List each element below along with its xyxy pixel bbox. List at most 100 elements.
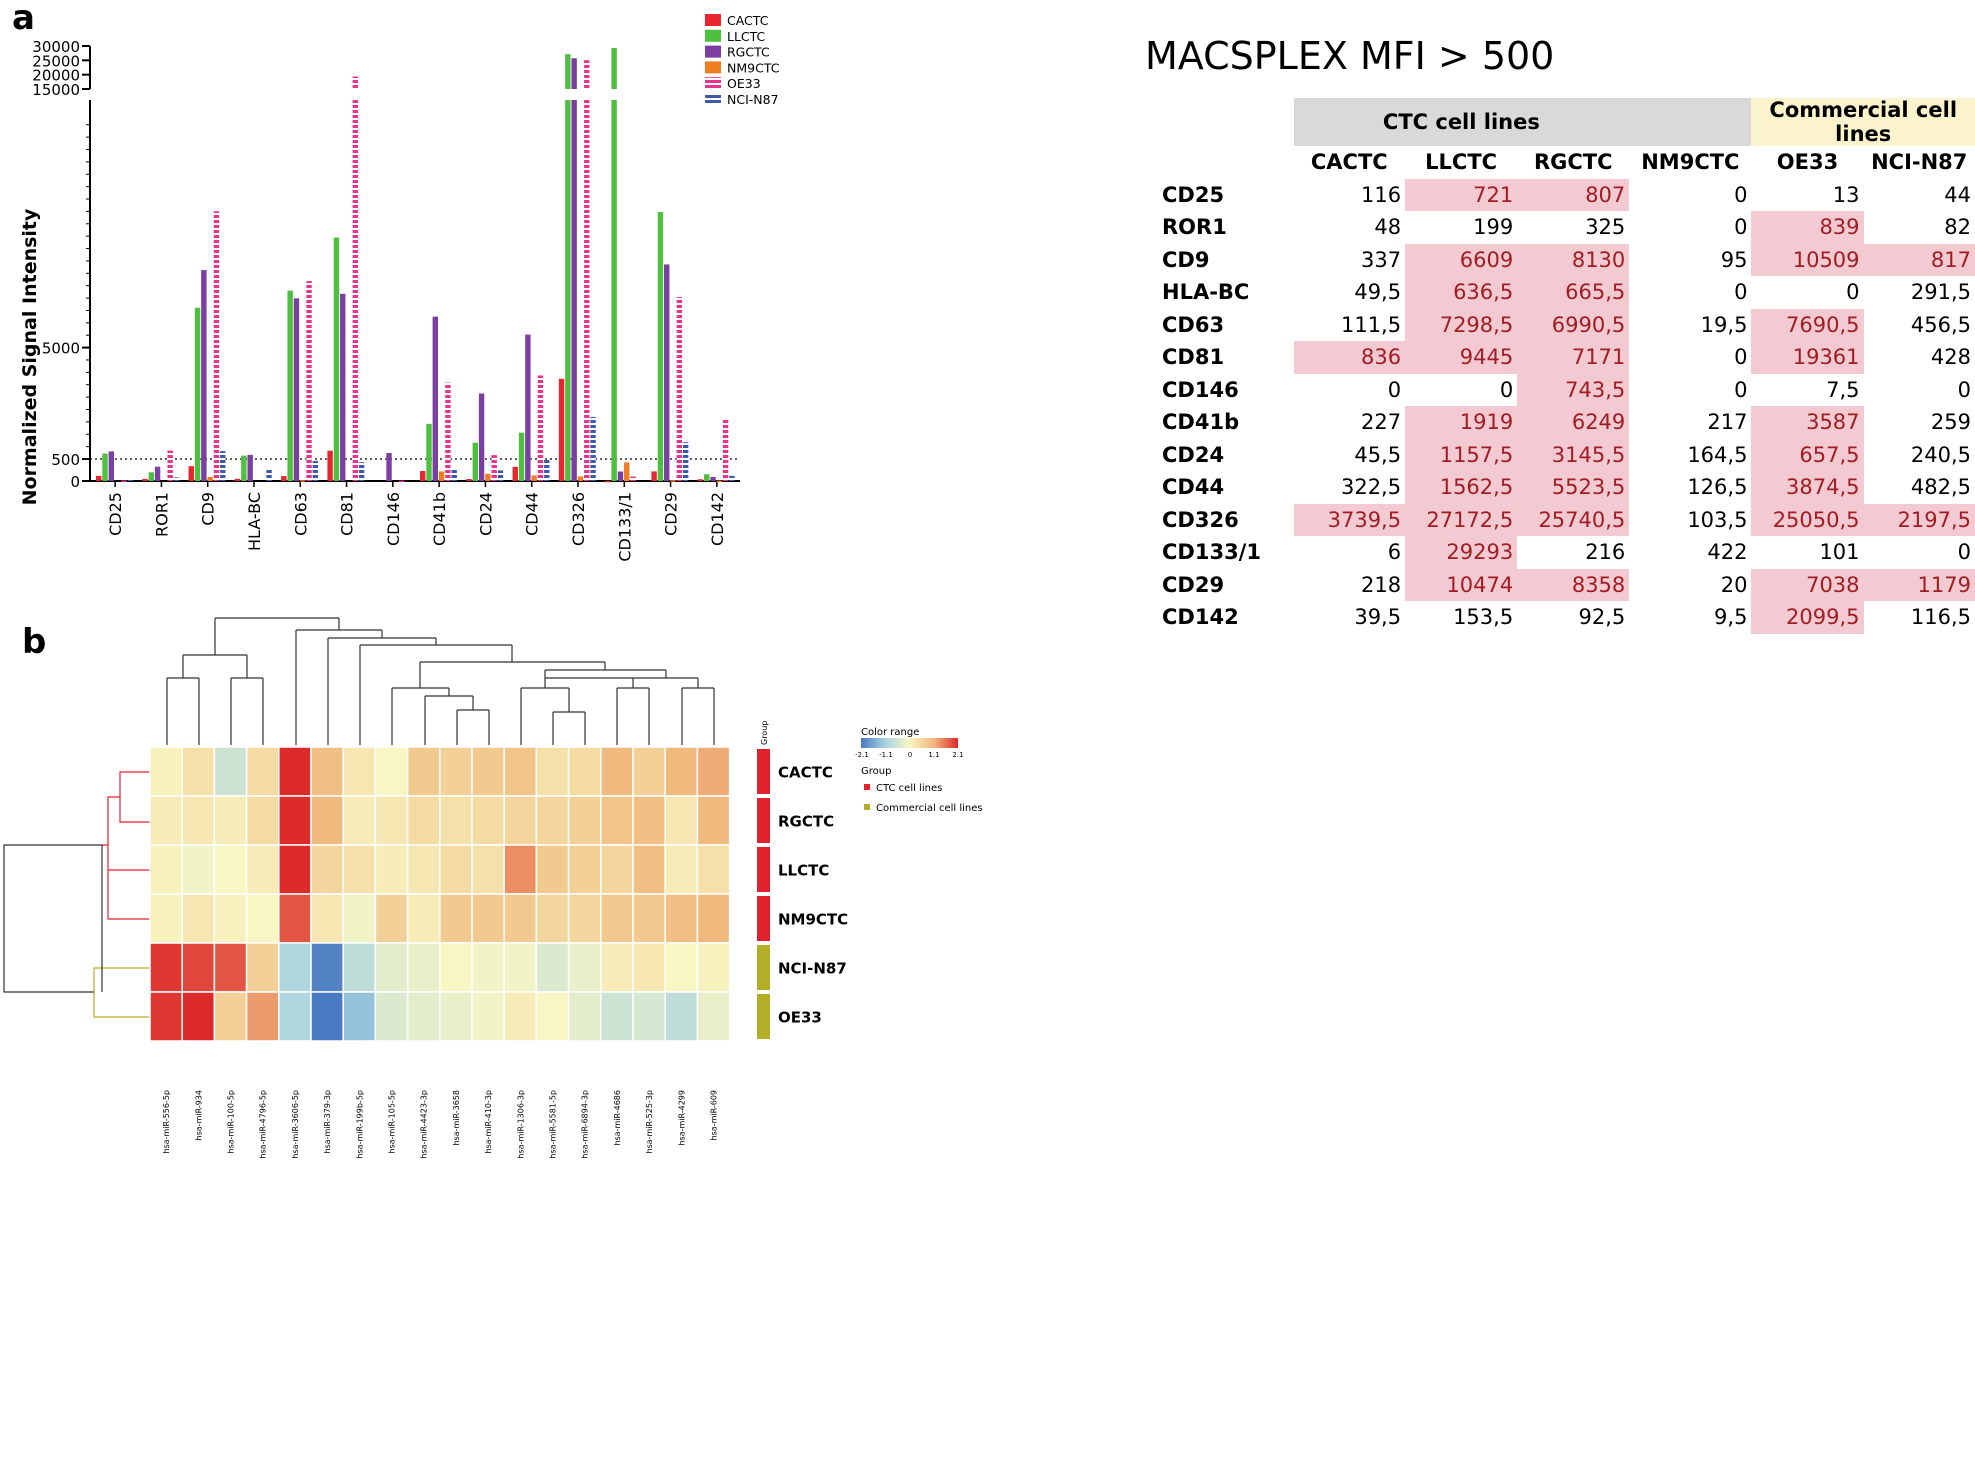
table-group-row: CTC cell lines Commercial cell lines bbox=[1150, 98, 1975, 146]
heat-cell-CACTC-hsa-miR-199b-5p bbox=[342, 746, 377, 797]
table-cell: 839 bbox=[1751, 211, 1864, 244]
y-tick-label: 0 bbox=[70, 473, 80, 491]
bar-OE33-ROR1 bbox=[167, 450, 173, 481]
table-cell: 0 bbox=[1734, 345, 1748, 370]
heat-cell-NCI-N87-hsa-miR-379-3p bbox=[310, 942, 344, 993]
table-cell: 25740,5 bbox=[1517, 503, 1630, 536]
bar-NM9CTC-CD326 bbox=[577, 476, 584, 481]
heat-cell-RGCTC-hsa-miR-525-3p bbox=[632, 795, 666, 846]
heat-cell-RGCTC-hsa-miR-556-5p bbox=[149, 795, 183, 846]
y-tick-label: 30000 bbox=[32, 38, 80, 56]
table-cell: 6249 bbox=[1517, 406, 1630, 439]
bar-NM9CTC-CD9 bbox=[207, 476, 213, 481]
bar-NCI-N87-ROR1 bbox=[173, 477, 180, 481]
heat-cell-CACTC-hsa-miR-3606-5p bbox=[278, 746, 312, 797]
heat-cell-NM9CTC-hsa-miR-5581-5p bbox=[535, 893, 570, 944]
table-cell: 0 bbox=[1734, 215, 1748, 240]
bar-upper-RGCTC-CD326 bbox=[571, 58, 577, 89]
heat-cell-NCI-N87-hsa-miR-3658 bbox=[439, 942, 473, 993]
table-cell: 116 bbox=[1361, 182, 1402, 207]
table-cell: 3145,5 bbox=[1517, 438, 1630, 471]
table-cell: 422 bbox=[1707, 540, 1748, 565]
heat-cell-OE33-hsa-miR-199b-5p bbox=[342, 991, 377, 1042]
bar-LLCTC-ROR1 bbox=[148, 472, 154, 481]
bar-CACTC-CD41b bbox=[420, 471, 426, 481]
bar-NCI-N87-CD29 bbox=[682, 442, 689, 481]
bar-upper-OE33-CD326 bbox=[584, 60, 590, 89]
heat-cell-NCI-N87-hsa-miR-105-5p bbox=[374, 942, 409, 993]
bar-LLCTC-HLA-BC bbox=[241, 455, 247, 481]
heat-cell-NM9CTC-hsa-miR-3606-5p bbox=[278, 893, 312, 944]
table-row: HLA-BC 49,5 636,5 665,5 0 0 291,5 bbox=[1150, 276, 1975, 309]
bar-marks bbox=[96, 48, 735, 483]
table-cell: 10474 bbox=[1405, 568, 1518, 601]
bar-RGCTC-CD142 bbox=[710, 476, 716, 481]
heat-cell-CACTC-hsa-miR-4686 bbox=[600, 746, 634, 797]
bar-CACTC-CD25 bbox=[96, 475, 102, 481]
table-cell: 44 bbox=[1944, 182, 1971, 207]
heat-cell-NCI-N87-hsa-miR-934 bbox=[181, 942, 216, 993]
row-label: CD29 bbox=[1162, 572, 1225, 597]
bar-RGCTC-CD81 bbox=[340, 293, 346, 481]
heat-cell-LLCTC-hsa-miR-6894-3p bbox=[567, 844, 602, 895]
row-label: CD63 bbox=[1162, 312, 1225, 337]
bar-LLCTC-CD44 bbox=[518, 432, 525, 481]
heat-cell-NM9CTC-hsa-miR-3658 bbox=[439, 893, 473, 944]
table-cell: 337 bbox=[1361, 247, 1402, 272]
row-label: CD9 bbox=[1162, 247, 1210, 272]
table-cell: 95 bbox=[1720, 247, 1748, 272]
row-label: HLA-BC bbox=[1162, 280, 1250, 305]
bar-OE33-CD63 bbox=[306, 280, 312, 481]
table-row: CD41b 227 1919 6249 217 3587 259 bbox=[1150, 406, 1975, 439]
legend-label-CACTC: CACTC bbox=[727, 13, 769, 28]
bar-CACTC-CD24 bbox=[466, 478, 472, 481]
x-tick-label: CD146 bbox=[384, 492, 403, 546]
heat-cell-NM9CTC-hsa-miR-6894-3p bbox=[567, 893, 602, 944]
table-cell: 1562,5 bbox=[1405, 471, 1518, 504]
table-cell: 291,5 bbox=[1910, 280, 1971, 305]
bar-RGCTC-CD133/1 bbox=[617, 471, 624, 481]
heat-cell-CACTC-hsa-miR-6894-3p bbox=[567, 746, 602, 797]
heat-cell-NM9CTC-hsa-miR-410-3p bbox=[471, 893, 505, 944]
bar-CACTC-CD9 bbox=[188, 466, 194, 481]
heat-cell-LLCTC-hsa-miR-199b-5p bbox=[342, 844, 377, 895]
heat-cell-NM9CTC-hsa-miR-379-3p bbox=[310, 893, 344, 944]
row-label: CD81 bbox=[1162, 345, 1225, 370]
table-row: ROR1 48 199 325 0 839 82 bbox=[1150, 211, 1975, 244]
heat-cell-NCI-N87-hsa-miR-4796-5p bbox=[245, 942, 280, 993]
table-cell: 7171 bbox=[1517, 341, 1630, 374]
color-range-tick: -1.1 bbox=[879, 751, 893, 759]
heat-cell-OE33-hsa-miR-556-5p bbox=[149, 991, 183, 1042]
heat-column-label: hsa-miR-5581-5p bbox=[549, 1090, 558, 1159]
column-header-OE33: OE33 bbox=[1776, 150, 1839, 175]
heat-cell-LLCTC-hsa-miR-609 bbox=[696, 844, 731, 895]
color-range-tick: 0 bbox=[908, 751, 912, 759]
heat-cell-NCI-N87-hsa-miR-525-3p bbox=[632, 942, 666, 993]
table-cell: 743,5 bbox=[1517, 373, 1630, 406]
x-tick-label: HLA-BC bbox=[245, 492, 264, 551]
heat-cell-LLCTC-hsa-miR-556-5p bbox=[149, 844, 183, 895]
group-bar-CACTC bbox=[757, 749, 770, 794]
y-tick-label: 25000 bbox=[32, 52, 80, 70]
bar-NCI-N87-CD41b bbox=[451, 469, 457, 481]
heat-cell-OE33-hsa-miR-1306-3p bbox=[503, 991, 538, 1042]
color-range-title: Color range bbox=[861, 727, 919, 738]
heat-cell-RGCTC-hsa-miR-1306-3p bbox=[503, 795, 538, 846]
column-header-CACTC: CACTC bbox=[1310, 150, 1388, 175]
table-cell: 0 bbox=[1846, 280, 1860, 305]
table-cell: 6609 bbox=[1405, 243, 1518, 276]
table-cell: 0 bbox=[1734, 377, 1748, 402]
row-label: ROR1 bbox=[1162, 215, 1227, 240]
legend-label-NM9CTC: NM9CTC bbox=[727, 60, 780, 75]
table-cell: 817 bbox=[1863, 243, 1975, 276]
bar-LLCTC-CD25 bbox=[102, 453, 108, 481]
bar-RGCTC-CD24 bbox=[478, 393, 485, 481]
heat-cell-LLCTC-hsa-miR-379-3p bbox=[310, 844, 344, 895]
heat-cell-LLCTC-hsa-miR-1306-3p bbox=[503, 844, 538, 895]
x-tick-label: CD25 bbox=[106, 492, 125, 536]
row-label: CD133/1 bbox=[1162, 540, 1261, 565]
heat-cell-OE33-hsa-miR-4686 bbox=[600, 991, 634, 1042]
heatmap-legend: Group Color range -2.1 -1.1 0 1.1 2.1 Group … bbox=[760, 721, 983, 814]
table-cell: 657,5 bbox=[1751, 438, 1864, 471]
